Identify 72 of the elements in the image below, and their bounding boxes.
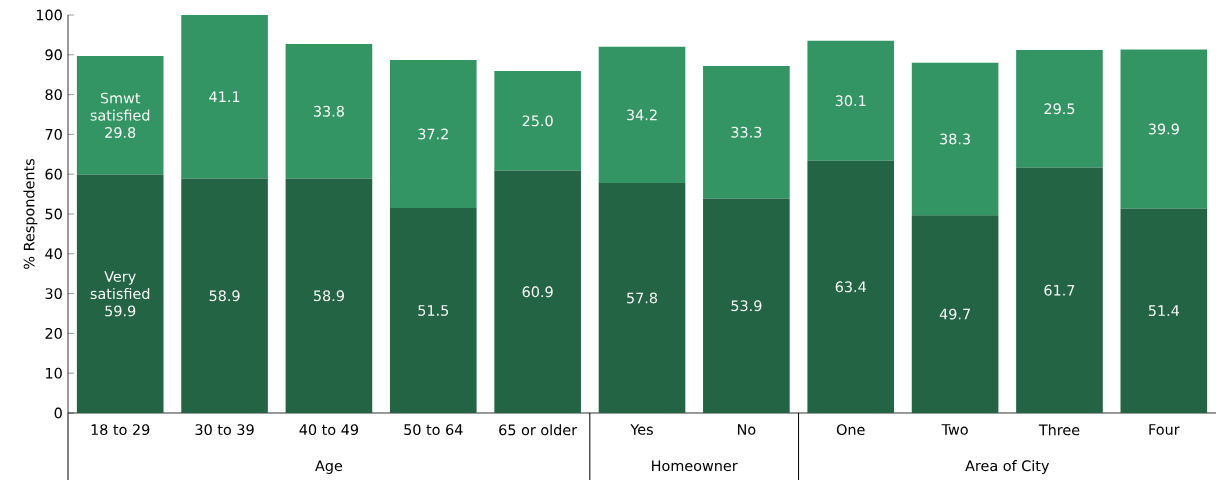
x-tick-label: 50 to 64: [404, 424, 463, 436]
data-label: 33.8: [313, 105, 344, 117]
data-label: 41.1: [209, 91, 240, 103]
bar: [1016, 50, 1103, 168]
data-label: 53.9: [731, 300, 762, 312]
x-tick-label: 40 to 49: [299, 424, 359, 436]
bar: [807, 40, 895, 161]
data-label: 63.4: [835, 281, 866, 293]
series-label: Very satisfied: [90, 271, 150, 300]
bar: [389, 208, 477, 413]
bar: [598, 182, 686, 413]
bar: [76, 174, 164, 413]
bar: [181, 14, 268, 179]
bar: [807, 160, 895, 413]
y-tick-label: 80: [45, 89, 62, 101]
bar: [76, 55, 164, 175]
y-tick-label: 20: [45, 327, 62, 339]
y-tick-label: 90: [45, 49, 62, 61]
bar: [389, 59, 477, 209]
data-label: 51.4: [1148, 305, 1180, 317]
data-label: 60.9: [522, 286, 553, 298]
bar: [911, 62, 999, 216]
bar: [1120, 49, 1208, 209]
y-tick-label: 10: [46, 367, 62, 379]
x-tick-label: 18 to 29: [91, 424, 150, 436]
data-label: 34.2: [627, 109, 657, 121]
y-axis-title: % Respondents: [23, 159, 38, 269]
y-tick-label: 50: [45, 208, 62, 220]
data-label: 51.5: [418, 305, 449, 316]
x-tick-label: Two: [941, 424, 968, 435]
data-label: 25.0: [522, 115, 553, 127]
y-tick-label: 40: [45, 248, 62, 260]
x-tick-label: Four: [1149, 424, 1180, 435]
data-label: 30.1: [835, 95, 866, 107]
data-label: 29.5: [1044, 103, 1075, 115]
bar: [703, 65, 790, 199]
series-label: Smwt satisfied: [90, 92, 150, 121]
bar: [181, 178, 268, 413]
bar: [285, 178, 373, 413]
text: Age: [315, 460, 343, 474]
data-label: 57.8: [627, 292, 658, 304]
y-tick-label: 100: [36, 9, 62, 21]
data-label: 38.3: [940, 133, 970, 145]
data-label: 58.9: [209, 290, 240, 302]
y-tick-label: 70: [45, 128, 62, 140]
data-label: 58.9: [313, 290, 344, 302]
bar: [1120, 208, 1208, 413]
y-tick-label: 0: [54, 407, 62, 419]
bar: [598, 46, 686, 183]
x-tick-label: Three: [1038, 424, 1080, 436]
text: Area of City: [965, 460, 1050, 474]
data-label: 39.9: [1148, 123, 1179, 135]
data-label: 61.7: [1044, 284, 1075, 296]
data-label: 37.2: [418, 128, 448, 140]
bar: [703, 198, 790, 413]
x-tick-label: 30 to 39: [195, 424, 254, 436]
data-label: 33.3: [731, 126, 762, 138]
bar: [911, 215, 999, 413]
y-tick-label: 30: [45, 288, 62, 300]
x-tick-label: Yes: [630, 424, 653, 435]
x-tick-label: No: [737, 424, 756, 435]
data-label: 59.9: [105, 305, 136, 317]
text: Homeowner: [652, 460, 738, 472]
x-tick-label: One: [836, 424, 865, 436]
x-tick-label: 65 or older: [499, 424, 578, 436]
bar: [494, 170, 581, 413]
bar: [285, 44, 373, 179]
bar: [494, 71, 581, 171]
data-label: 49.7: [939, 308, 970, 320]
bar: [1016, 167, 1103, 413]
y-tick-label: 60: [45, 168, 62, 180]
data-label: 29.8: [105, 127, 136, 138]
